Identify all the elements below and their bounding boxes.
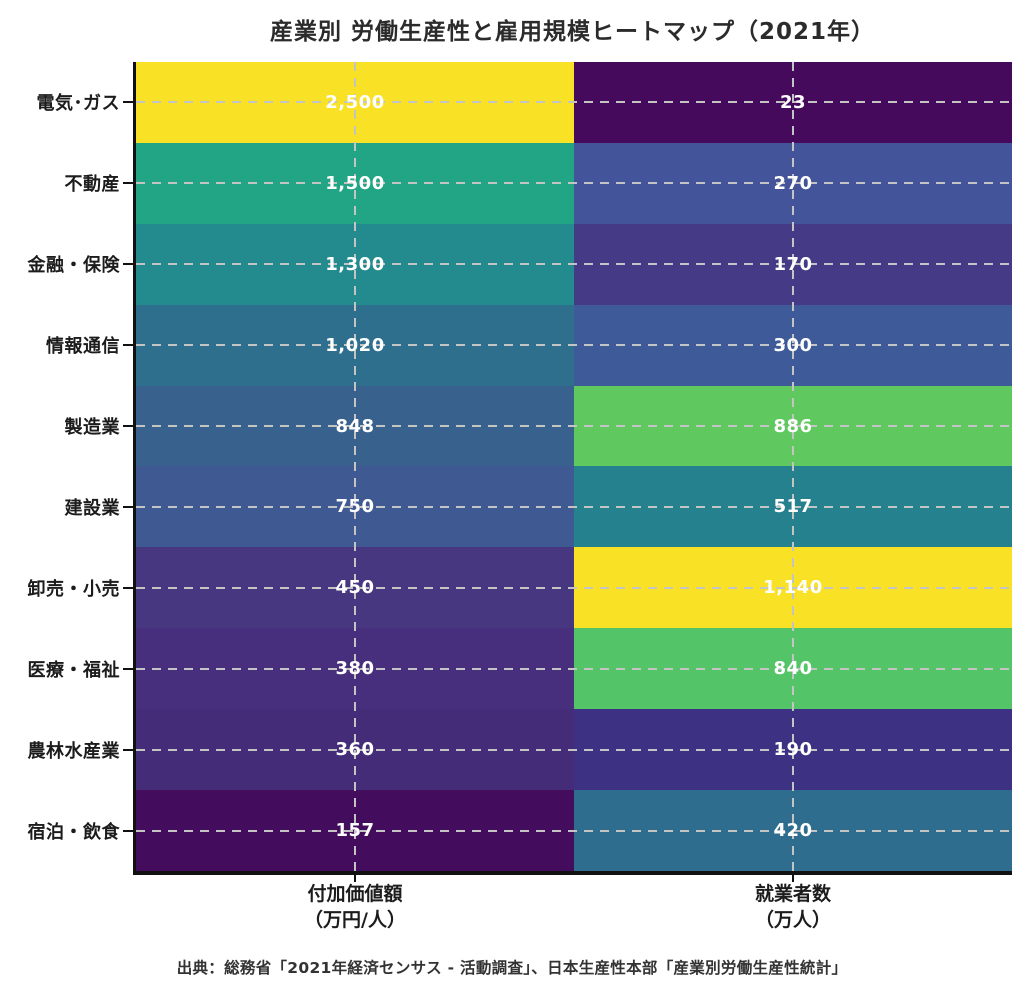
cell-value: 190 bbox=[773, 739, 813, 761]
cell-value: 848 bbox=[335, 415, 375, 437]
heatmap-cell: 1,140 bbox=[574, 547, 1012, 629]
y-axis-tick bbox=[123, 829, 133, 832]
heatmap-cell: 170 bbox=[574, 223, 1012, 305]
row-label: 卸売・小売 bbox=[27, 578, 120, 600]
x-axis-label-col1: 付加価値額 （万円/人） bbox=[136, 882, 574, 933]
col2-label: 就業者数 bbox=[754, 883, 831, 905]
x-axis-spine bbox=[133, 871, 1012, 875]
heatmap-row: 1,300 170 bbox=[136, 223, 1012, 305]
heatmap-row: 380 840 bbox=[136, 628, 1012, 710]
col1-unit: （万円/人） bbox=[304, 908, 406, 931]
col1-label: 付加価値額 bbox=[307, 883, 403, 905]
cell-value: 420 bbox=[773, 819, 813, 841]
cell-value: 1,020 bbox=[325, 334, 385, 356]
row-label: 電気･ガス bbox=[36, 93, 120, 115]
row-label: 農林水産業 bbox=[27, 740, 120, 762]
heatmap-row: 2,500 23 bbox=[136, 62, 1012, 143]
x-axis-label-col2: 就業者数 （万人） bbox=[574, 882, 1012, 933]
y-axis-tick bbox=[123, 748, 133, 751]
heatmap-cell: 360 bbox=[136, 709, 574, 791]
heatmap-row: 1,500 270 bbox=[136, 142, 1012, 224]
cell-value: 750 bbox=[335, 496, 375, 518]
heatmap-cells: 2,500 23 1,500 270 1,300 170 1,020 300 848 886 750… bbox=[136, 62, 1012, 871]
cell-value: 380 bbox=[335, 658, 375, 680]
heatmap-row: 1,020 300 bbox=[136, 304, 1012, 386]
cell-value: 886 bbox=[773, 415, 813, 437]
row-label: 製造業 bbox=[64, 417, 120, 439]
cell-value: 1,500 bbox=[325, 172, 385, 194]
y-axis-tick bbox=[123, 586, 133, 589]
heatmap-row: 848 886 bbox=[136, 385, 1012, 467]
y-axis-tick bbox=[123, 101, 133, 104]
row-label: 金融・保険 bbox=[27, 255, 120, 277]
heatmap-cell: 1,020 bbox=[136, 304, 574, 386]
cell-value: 23 bbox=[779, 91, 807, 113]
y-axis-tick bbox=[123, 425, 133, 428]
heatmap-cell: 157 bbox=[136, 790, 574, 871]
x-axis-tick bbox=[354, 875, 356, 882]
heatmap-row: 750 517 bbox=[136, 466, 1012, 548]
heatmap-row: 450 1,140 bbox=[136, 547, 1012, 629]
row-label: 不動産 bbox=[64, 174, 120, 196]
cell-value: 157 bbox=[335, 819, 375, 841]
heatmap-cell: 300 bbox=[574, 304, 1012, 386]
cell-value: 170 bbox=[773, 253, 813, 275]
heatmap-cell: 190 bbox=[574, 709, 1012, 791]
y-axis-tick bbox=[123, 505, 133, 508]
heatmap-cell: 848 bbox=[136, 385, 574, 467]
cell-value: 360 bbox=[335, 739, 375, 761]
cell-value: 270 bbox=[773, 172, 813, 194]
cell-value: 450 bbox=[335, 577, 375, 599]
cell-value: 1,300 bbox=[325, 253, 385, 275]
row-label: 情報通信 bbox=[46, 336, 120, 358]
y-axis-spine bbox=[133, 62, 136, 875]
heatmap-cell: 840 bbox=[574, 628, 1012, 710]
cell-value: 300 bbox=[773, 334, 813, 356]
row-label: 宿泊・飲食 bbox=[27, 821, 120, 843]
y-axis-tick bbox=[123, 263, 133, 266]
col2-unit: （万人） bbox=[754, 908, 831, 931]
heatmap-cell: 380 bbox=[136, 628, 574, 710]
heatmap-cell: 750 bbox=[136, 466, 574, 548]
heatmap-cell: 270 bbox=[574, 142, 1012, 224]
heatmap: 2,500 23 1,500 270 1,300 170 1,020 300 848 886 750… bbox=[136, 62, 1012, 871]
heatmap-row: 157 420 bbox=[136, 790, 1012, 871]
heatmap-cell: 420 bbox=[574, 790, 1012, 871]
heatmap-cell: 886 bbox=[574, 385, 1012, 467]
heatmap-cell: 1,500 bbox=[136, 142, 574, 224]
heatmap-cell: 2,500 bbox=[136, 62, 574, 143]
y-axis-tick bbox=[123, 344, 133, 347]
source-note: 出典：総務省「2021年経済センサス - 活動調査」、日本生産性本部「産業別労働… bbox=[176, 959, 848, 977]
chart-title: 産業別 労働生産性と雇用規模ヒートマップ（2021年） bbox=[269, 19, 876, 45]
cell-value: 840 bbox=[773, 658, 813, 680]
x-axis-tick bbox=[792, 875, 794, 882]
heatmap-cell: 450 bbox=[136, 547, 574, 629]
heatmap-cell: 23 bbox=[574, 62, 1012, 143]
y-axis-tick bbox=[123, 667, 133, 670]
heatmap-row: 360 190 bbox=[136, 709, 1012, 791]
y-axis-tick bbox=[123, 182, 133, 185]
row-label: 医療・福祉 bbox=[27, 659, 120, 681]
row-label: 建設業 bbox=[64, 497, 120, 519]
heatmap-cell: 1,300 bbox=[136, 223, 574, 305]
cell-value: 2,500 bbox=[325, 91, 385, 113]
cell-value: 1,140 bbox=[763, 577, 823, 599]
heatmap-cell: 517 bbox=[574, 466, 1012, 548]
cell-value: 517 bbox=[773, 496, 813, 518]
